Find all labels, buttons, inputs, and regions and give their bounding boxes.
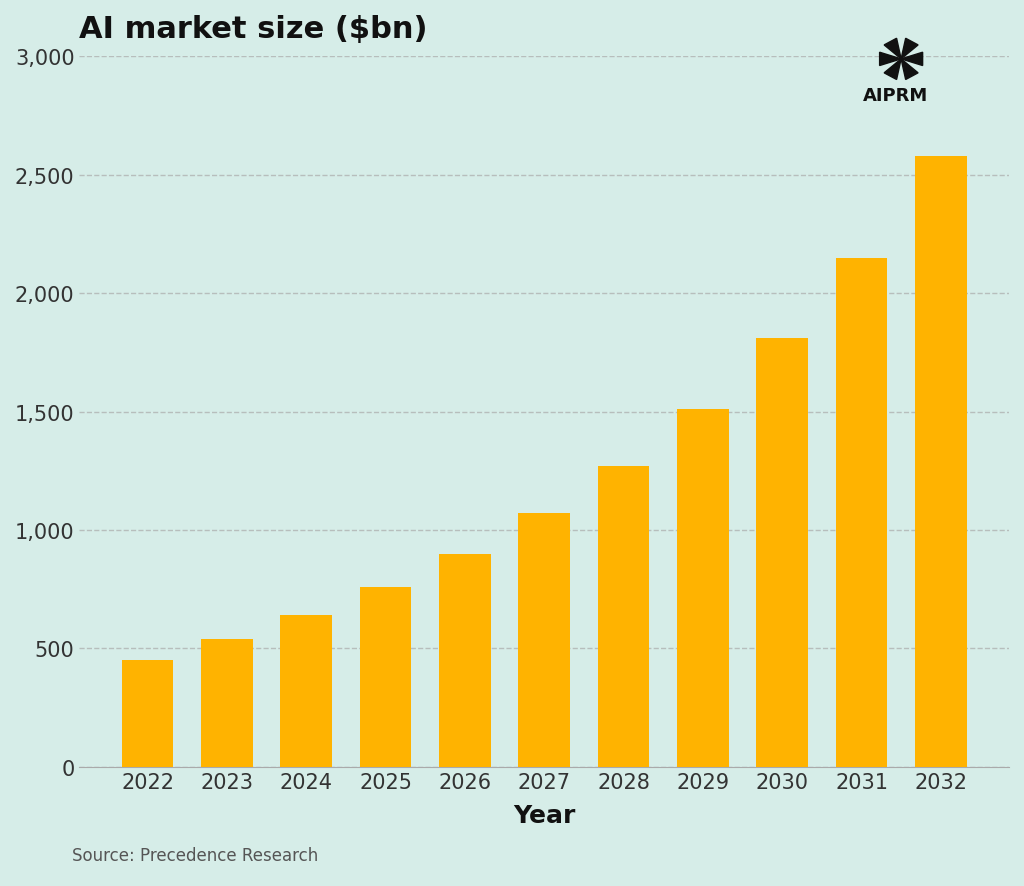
Polygon shape: [901, 53, 923, 66]
Bar: [518, 514, 570, 766]
Bar: [359, 587, 412, 766]
Bar: [439, 554, 490, 766]
Polygon shape: [884, 60, 901, 81]
Text: Source: Precedence Research: Source: Precedence Research: [72, 846, 317, 864]
Bar: [915, 157, 967, 766]
Polygon shape: [884, 39, 901, 60]
Polygon shape: [901, 60, 919, 81]
Bar: [836, 259, 888, 766]
X-axis label: Year: Year: [513, 803, 575, 827]
Bar: [757, 338, 808, 766]
Bar: [281, 616, 332, 766]
Polygon shape: [901, 39, 919, 60]
Bar: [122, 660, 173, 766]
Polygon shape: [880, 53, 901, 66]
Bar: [677, 409, 729, 766]
Bar: [598, 467, 649, 766]
Text: AIPRM: AIPRM: [863, 87, 929, 105]
Bar: [201, 639, 253, 766]
Text: AI market size ($bn): AI market size ($bn): [80, 15, 428, 44]
